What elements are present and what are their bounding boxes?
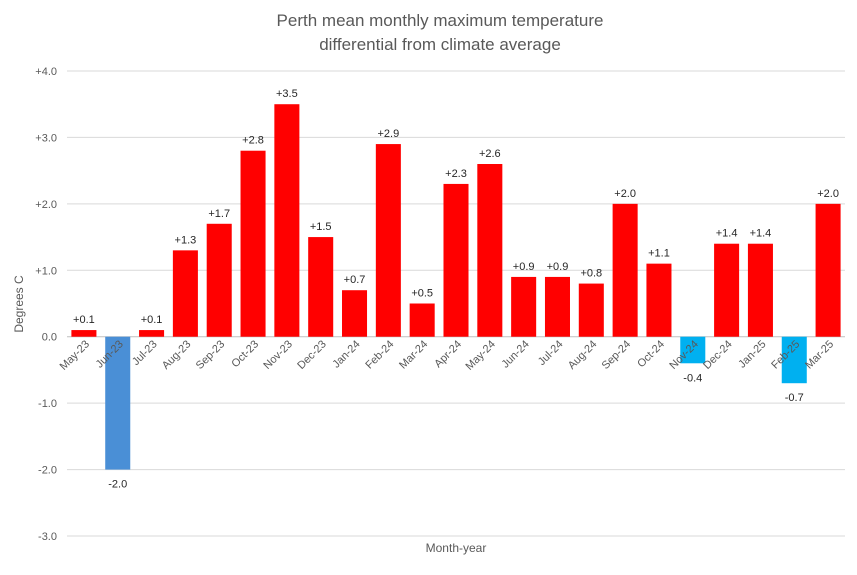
- x-tick-label: Dec-23: [295, 338, 329, 372]
- y-tick-label: -3.0: [38, 531, 57, 543]
- y-axis-label: Degrees C: [12, 275, 26, 333]
- x-tick-label: Jun-24: [500, 338, 532, 370]
- y-tick-label: +4.0: [35, 66, 57, 78]
- y-tick-label: +1.0: [35, 265, 57, 277]
- data-label: +3.5: [276, 88, 298, 100]
- bar-dec-23: [308, 237, 334, 337]
- y-tick-label: 0.0: [42, 332, 57, 344]
- data-label: +2.0: [817, 188, 839, 200]
- data-label: -2.0: [108, 479, 127, 491]
- y-tick-label: -1.0: [38, 398, 57, 410]
- x-tick-label: Jul-23: [130, 338, 160, 368]
- data-label: +1.1: [648, 248, 670, 260]
- bar-oct-23: [240, 150, 266, 337]
- bar-jan-24: [342, 290, 368, 337]
- data-label: +0.1: [141, 314, 163, 326]
- x-tick-label: May-24: [464, 338, 498, 372]
- data-label: +1.4: [716, 228, 738, 240]
- bar-may-23: [71, 330, 97, 337]
- bar-dec-24: [714, 243, 740, 337]
- y-tick-label: +3.0: [35, 132, 57, 144]
- x-tick-label: Sep-23: [194, 338, 228, 372]
- data-label: +0.8: [580, 268, 602, 280]
- bar-oct-24: [646, 263, 672, 337]
- x-tick-label: Dec-24: [701, 338, 735, 372]
- bar-sep-24: [612, 203, 638, 337]
- data-label: +2.3: [445, 168, 467, 180]
- bar-feb-24: [375, 144, 401, 337]
- bar-nov-24: [680, 336, 706, 364]
- x-tick-label: Jan-24: [330, 338, 362, 370]
- data-label: +1.3: [175, 234, 197, 246]
- bar-jul-24: [544, 276, 570, 337]
- bar-nov-23: [274, 104, 300, 337]
- data-label: -0.4: [683, 372, 702, 384]
- bar-aug-23: [172, 250, 198, 337]
- bar-feb-25: [781, 336, 807, 384]
- data-label: +2.6: [479, 148, 501, 160]
- data-label: +0.5: [411, 288, 433, 300]
- data-label: +0.9: [513, 261, 535, 273]
- bar-apr-24: [443, 183, 469, 337]
- x-tick-label: Nov-23: [261, 338, 295, 372]
- x-tick-label: Aug-23: [160, 338, 194, 372]
- chart-title-line-2: differential from climate average: [319, 35, 561, 54]
- x-axis-label: Month-year: [426, 541, 487, 555]
- x-tick-label: Sep-24: [600, 338, 634, 372]
- x-tick-label: Mar-24: [397, 338, 430, 371]
- x-tick-label: Jul-24: [536, 338, 566, 368]
- chart-title-line-1: Perth mean monthly maximum temperature: [277, 11, 604, 30]
- x-tick-label: Oct-24: [635, 338, 667, 370]
- y-tick-label: +2.0: [35, 199, 57, 211]
- bar-jan-25: [747, 243, 773, 337]
- bar-jun-23: [105, 336, 131, 470]
- bar-jun-24: [511, 276, 537, 337]
- data-label: +1.5: [310, 221, 332, 233]
- bar-mar-24: [409, 303, 435, 337]
- data-label: +2.8: [242, 135, 264, 147]
- data-label: +2.0: [614, 188, 636, 200]
- bar-sep-23: [206, 223, 232, 337]
- data-label: +0.1: [73, 314, 95, 326]
- data-label: +1.7: [208, 208, 230, 220]
- x-tick-label: Jan-25: [736, 338, 768, 370]
- data-label: +0.9: [547, 261, 569, 273]
- bar-aug-24: [578, 283, 604, 337]
- data-label: +0.7: [344, 274, 366, 286]
- bar-mar-25: [815, 203, 841, 337]
- x-tick-label: Apr-24: [432, 338, 464, 370]
- bar-may-24: [477, 164, 503, 337]
- data-label: +2.9: [377, 128, 399, 140]
- x-tick-label: Mar-25: [803, 338, 836, 371]
- x-tick-label: Aug-24: [566, 338, 600, 372]
- x-tick-label: Oct-23: [229, 338, 261, 370]
- bar-jul-23: [139, 330, 165, 337]
- x-tick-label: May-23: [58, 338, 92, 372]
- data-label: +1.4: [750, 228, 772, 240]
- y-tick-label: -2.0: [38, 465, 57, 477]
- x-tick-label: Feb-24: [363, 338, 396, 371]
- data-label: -0.7: [785, 392, 804, 404]
